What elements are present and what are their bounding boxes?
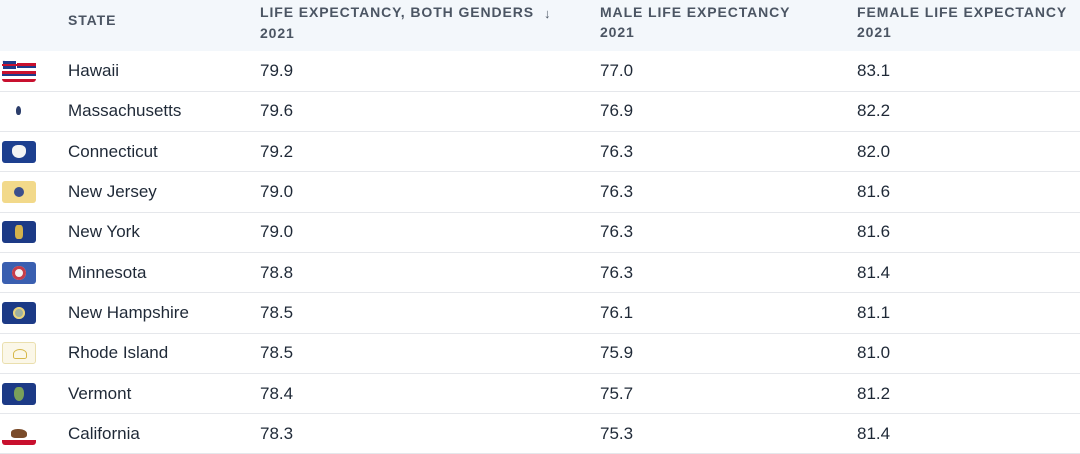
- state-header-label: STATE: [68, 12, 117, 28]
- new-hampshire-flag-icon: [2, 301, 36, 324]
- both-genders-column-header[interactable]: LIFE EXPECTANCY, BOTH GENDERS ↓ 2021: [260, 0, 600, 51]
- female-cell: 83.1: [857, 60, 891, 80]
- new-york-flag-icon: [2, 221, 36, 244]
- table-row: New Hampshire 78.5 76.1 81.1: [0, 293, 1080, 334]
- table-row: New Jersey 79.0 76.3 81.6: [0, 172, 1080, 213]
- female-cell: 82.0: [857, 141, 891, 161]
- both-genders-cell: 78.4: [260, 383, 294, 403]
- state-cell[interactable]: Vermont: [68, 383, 132, 403]
- both-genders-cell: 78.8: [260, 262, 294, 282]
- table-row: Minnesota 78.8 76.3 81.4: [0, 252, 1080, 293]
- state-cell[interactable]: New Jersey: [68, 182, 157, 202]
- both-genders-cell: 78.5: [260, 302, 294, 322]
- female-cell: 81.2: [857, 383, 891, 403]
- state-column-header[interactable]: STATE: [68, 0, 260, 51]
- female-cell: 81.6: [857, 222, 891, 242]
- male-cell: 76.3: [600, 182, 634, 202]
- state-cell[interactable]: Hawaii: [68, 60, 120, 80]
- both-genders-cell: 79.6: [260, 101, 294, 121]
- state-cell[interactable]: Minnesota: [68, 262, 147, 282]
- male-cell: 75.7: [600, 383, 634, 403]
- table-row: New York 79.0 76.3 81.6: [0, 212, 1080, 253]
- header-row: STATE LIFE EXPECTANCY, BOTH GENDERS ↓ 202…: [0, 0, 1080, 51]
- male-cell: 76.3: [600, 262, 634, 282]
- state-cell[interactable]: Connecticut: [68, 141, 158, 161]
- connecticut-flag-icon: [2, 140, 36, 163]
- male-cell: 76.3: [600, 222, 634, 242]
- massachusetts-flag-icon: [2, 100, 36, 123]
- male-cell: 75.9: [600, 343, 634, 363]
- state-cell[interactable]: Massachusetts: [68, 101, 182, 121]
- table-header: STATE LIFE EXPECTANCY, BOTH GENDERS ↓ 202…: [0, 0, 1080, 51]
- both-genders-cell: 79.9: [260, 60, 294, 80]
- table-body: Hawaii 79.9 77.0 83.1 Massachusetts 79.6…: [0, 51, 1080, 454]
- state-cell[interactable]: New Hampshire: [68, 302, 189, 322]
- male-header-year: 2021: [600, 24, 635, 40]
- female-column-header[interactable]: FEMALE LIFE EXPECTANCY 2021: [857, 0, 1080, 51]
- female-header-year: 2021: [857, 24, 892, 40]
- female-cell: 81.6: [857, 182, 891, 202]
- female-cell: 81.1: [857, 302, 891, 322]
- vermont-flag-icon: [2, 382, 36, 405]
- female-cell: 81.4: [857, 262, 891, 282]
- table-row: Vermont 78.4 75.7 81.2: [0, 373, 1080, 414]
- state-cell[interactable]: Rhode Island: [68, 343, 169, 363]
- both-genders-cell: 79.0: [260, 222, 294, 242]
- california-flag-icon: [2, 422, 36, 445]
- rhode-island-flag-icon: [2, 342, 36, 365]
- state-cell[interactable]: New York: [68, 222, 140, 242]
- female-header-label: FEMALE LIFE EXPECTANCY: [857, 4, 1068, 20]
- both-genders-cell: 79.2: [260, 141, 294, 161]
- hawaii-flag-icon: [2, 59, 36, 82]
- male-cell: 77.0: [600, 60, 634, 80]
- both-genders-cell: 79.0: [260, 182, 294, 202]
- female-cell: 81.0: [857, 343, 891, 363]
- flag-column-header: [0, 0, 68, 51]
- minnesota-flag-icon: [2, 261, 36, 284]
- both-genders-cell: 78.3: [260, 423, 294, 443]
- table-row: Massachusetts 79.6 76.9 82.2: [0, 91, 1080, 132]
- female-cell: 81.4: [857, 423, 891, 443]
- male-cell: 75.3: [600, 423, 634, 443]
- state-cell[interactable]: California: [68, 423, 140, 443]
- sort-descending-icon[interactable]: ↓: [543, 6, 552, 21]
- new-jersey-flag-icon: [2, 181, 36, 204]
- male-column-header[interactable]: MALE LIFE EXPECTANCY 2021: [600, 0, 857, 51]
- male-cell: 76.3: [600, 141, 634, 161]
- both-header-year: 2021: [260, 25, 295, 41]
- male-cell: 76.9: [600, 101, 634, 121]
- table-row: Rhode Island 78.5 75.9 81.0: [0, 333, 1080, 374]
- male-cell: 76.1: [600, 302, 634, 322]
- male-header-label: MALE LIFE EXPECTANCY: [600, 4, 791, 20]
- table-row: Hawaii 79.9 77.0 83.1: [0, 51, 1080, 92]
- both-genders-cell: 78.5: [260, 343, 294, 363]
- female-cell: 82.2: [857, 101, 891, 121]
- table-row: Connecticut 79.2 76.3 82.0: [0, 132, 1080, 172]
- both-header-label: LIFE EXPECTANCY, BOTH GENDERS: [260, 4, 534, 20]
- table-row: California 78.3 75.3 81.4: [0, 414, 1080, 454]
